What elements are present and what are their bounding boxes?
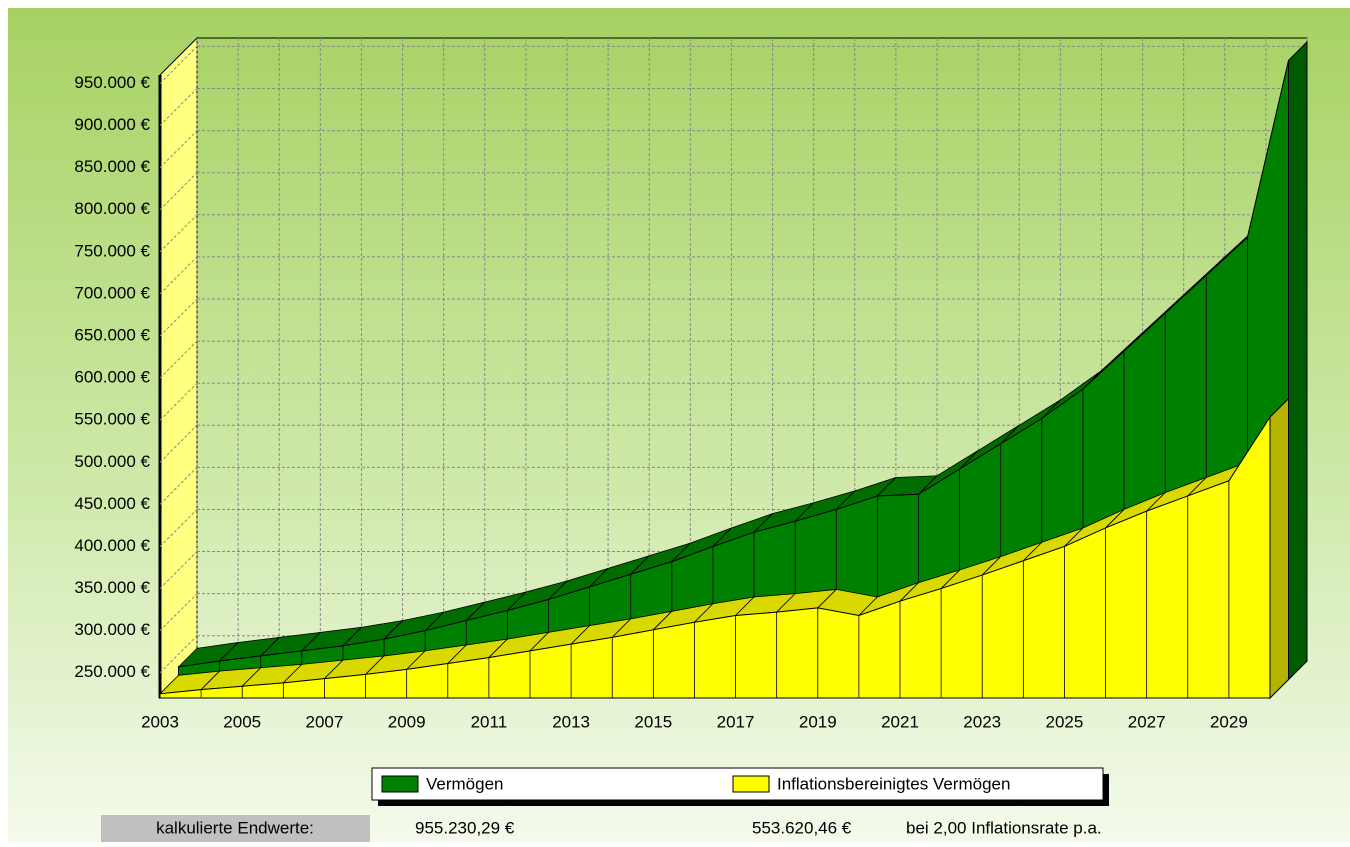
x-tick-label: 2017 bbox=[717, 712, 755, 731]
y-tick-label: 750.000 € bbox=[74, 241, 150, 260]
y-tick-label: 850.000 € bbox=[74, 157, 150, 176]
x-tick-label: 2019 bbox=[799, 712, 837, 731]
area-side bbox=[1269, 397, 1289, 700]
grid-line bbox=[159, 551, 198, 589]
legend-swatch bbox=[732, 775, 770, 793]
summary-value: 553.620,46 € bbox=[752, 818, 852, 837]
x-tick-label: 2021 bbox=[881, 712, 919, 731]
y-tick-label: 900.000 € bbox=[74, 115, 150, 134]
x-tick-label: 2013 bbox=[552, 712, 590, 731]
y-tick-label: 600.000 € bbox=[74, 368, 150, 387]
plot-area: 250.000 € 300.000 € 350.000 € 400.000 € 450.… bbox=[74, 36, 1309, 731]
y-tick-label: 400.000 € bbox=[74, 536, 150, 555]
grid-line bbox=[159, 88, 198, 126]
legend-label: Inflationsbereinigtes Vermögen bbox=[777, 774, 1010, 793]
y-tick-label: 500.000 € bbox=[74, 452, 150, 471]
grid-line bbox=[159, 214, 198, 253]
x-tick-label: 2009 bbox=[388, 712, 426, 731]
grid-line bbox=[159, 46, 198, 84]
grid-line bbox=[159, 130, 198, 168]
grid-line bbox=[159, 172, 198, 211]
x-tick-label: 2025 bbox=[1046, 712, 1084, 731]
x-tick-label: 2029 bbox=[1210, 712, 1248, 731]
x-tick-label: 2011 bbox=[471, 712, 508, 731]
grid-line bbox=[159, 509, 198, 547]
grid-line bbox=[159, 593, 198, 632]
x-tick-label: 2015 bbox=[634, 712, 672, 731]
grid-line bbox=[159, 467, 198, 505]
y-tick-label: 800.000 € bbox=[74, 199, 150, 218]
summary-label-box bbox=[101, 815, 370, 842]
summary-label: kalkulierte Endwerte: bbox=[156, 818, 314, 837]
x-tick-label: 2005 bbox=[223, 712, 261, 731]
y-tick-label: 950.000 € bbox=[74, 73, 150, 92]
x-tick-label: 2007 bbox=[306, 712, 344, 731]
grid-line bbox=[159, 340, 198, 379]
y-tick-label: 650.000 € bbox=[74, 325, 150, 344]
y-tick-label: 250.000 € bbox=[74, 662, 150, 681]
x-tick-label: 2003 bbox=[141, 712, 179, 731]
x-tick-label: 2023 bbox=[963, 712, 1001, 731]
legend-label: Vermögen bbox=[426, 774, 504, 793]
y-tick-label: 350.000 € bbox=[74, 578, 150, 597]
y-tick-label: 550.000 € bbox=[74, 410, 150, 429]
grid-line bbox=[159, 382, 198, 421]
y-tick-label: 700.000 € bbox=[74, 283, 150, 302]
grid-line bbox=[159, 635, 198, 674]
summary-note: bei 2,00 Inflationsrate p.a. bbox=[906, 818, 1102, 837]
x-tick-label: 2027 bbox=[1128, 712, 1166, 731]
grid-line bbox=[159, 298, 198, 337]
y-tick-label: 300.000 € bbox=[74, 620, 150, 639]
summary-value: 955.230,29 € bbox=[415, 818, 515, 837]
area-side bbox=[1288, 40, 1308, 681]
left-wall bbox=[159, 36, 198, 700]
legend-swatch bbox=[381, 775, 419, 793]
grid-line bbox=[159, 256, 198, 295]
grid-line bbox=[159, 424, 198, 463]
y-tick-label: 450.000 € bbox=[74, 494, 150, 513]
